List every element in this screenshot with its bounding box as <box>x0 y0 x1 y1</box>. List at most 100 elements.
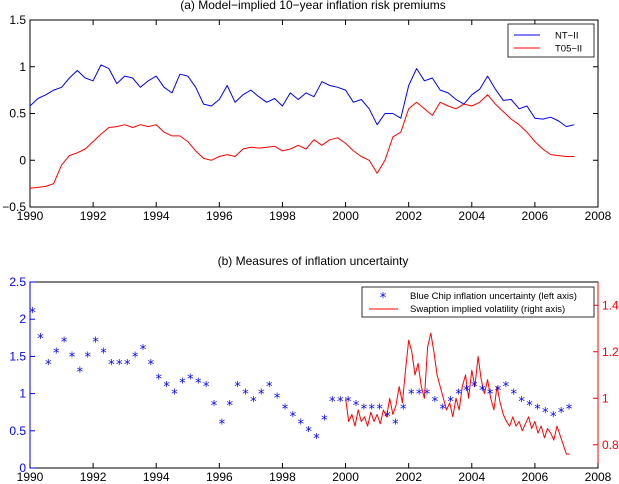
panel-a-legend-box <box>507 23 595 58</box>
scatter-point: * <box>550 410 557 425</box>
panel-b-title: (b) Measures of inflation uncertainty <box>218 254 409 268</box>
x-tick-label: 1996 <box>206 209 233 223</box>
scatter-point: * <box>368 402 375 417</box>
scatter-point: * <box>84 350 91 365</box>
panel-a: (a) Model−implied 10−year inflation risk… <box>2 0 611 223</box>
scatter-point: * <box>203 380 210 395</box>
panel-b-legend: * Blue Chip inflation uncertainty (left … <box>361 286 595 318</box>
scatter-point: * <box>495 384 502 399</box>
x-tick-label: 1996 <box>206 470 233 484</box>
panel-b-x-ticks: 1990 1992 1994 1996 1998 2000 2002 2004 2006 2008 <box>17 463 612 484</box>
right-y-tick-label: 0.8 <box>602 438 619 452</box>
scatter-point: * <box>432 395 439 410</box>
y-tick-label: 0.5 <box>9 107 26 121</box>
right-y-tick-label: 1.4 <box>602 298 619 312</box>
scatter-point: * <box>518 395 525 410</box>
scatter-point: * <box>100 347 107 362</box>
scatter-point: * <box>140 343 147 358</box>
x-tick-label: 1990 <box>17 209 44 223</box>
scatter-point: * <box>345 395 352 410</box>
scatter-point: * <box>329 395 336 410</box>
x-tick-label: 2008 <box>585 209 612 223</box>
scatter-point: * <box>510 388 517 403</box>
scatter-point: * <box>313 432 320 447</box>
scatter-point: * <box>226 399 233 414</box>
legend-label-nt-ii: NT−II <box>555 31 579 42</box>
scatter-point: * <box>29 306 36 321</box>
panel-a-legend: NT−II T05−II <box>507 23 595 58</box>
legend-label-t05-ii: T05−II <box>555 44 582 55</box>
x-tick-label: 2006 <box>522 470 549 484</box>
x-tick-label: 1994 <box>143 209 170 223</box>
panel-b-plot-area: *********** * * * *** * ** * * ***** * * * *** * * * *** *… <box>29 281 599 469</box>
scatter-point: * <box>282 402 289 417</box>
scatter-point: * <box>455 388 462 403</box>
scatter-point: * <box>179 376 186 391</box>
legend-marker-blue-chip: * <box>380 291 387 306</box>
scatter-point: * <box>400 402 407 417</box>
scatter-point: * <box>242 388 249 403</box>
right-y-tick-label: 1.2 <box>602 345 619 359</box>
y-tick-label: 2 <box>19 312 26 326</box>
scatter-point: * <box>305 425 312 440</box>
y-tick-label: 1 <box>19 60 26 74</box>
scatter-point: * <box>258 388 265 403</box>
x-tick-label: 1992 <box>80 209 107 223</box>
scatter-point: * <box>61 336 68 351</box>
scatter-point: * <box>447 395 454 410</box>
panel-b: (b) Measures of inflation uncertainty **… <box>9 254 619 484</box>
panel-b-right-y-ticks: 0.8 1 1.2 1.4 <box>593 298 619 452</box>
scatter-point: * <box>290 410 297 425</box>
panel-b-legend-box <box>361 286 595 318</box>
scatter-point: * <box>439 402 446 417</box>
x-tick-label: 1998 <box>269 470 296 484</box>
scatter-point: * <box>37 332 44 347</box>
series-line-swaption <box>345 332 570 455</box>
x-tick-label: 2004 <box>458 209 485 223</box>
legend-label-blue-chip: Blue Chip inflation uncertainty (left ax… <box>410 291 577 302</box>
scatter-point: * <box>337 395 344 410</box>
y-tick-label: 0 <box>19 461 26 475</box>
y-tick-label: 2.5 <box>9 275 26 289</box>
scatter-point: * <box>479 384 486 399</box>
scatter-point: * <box>361 402 368 417</box>
scatter-point: * <box>266 380 273 395</box>
y-tick-label: −0.5 <box>2 200 26 214</box>
scatter-point: * <box>424 388 431 403</box>
x-tick-label: 2008 <box>585 470 612 484</box>
panel-a-x-ticks: 1990 1992 1994 1996 1998 2000 2002 2004 2006 2008 <box>17 20 612 223</box>
scatter-point: * <box>124 358 131 373</box>
scatter-point: * <box>274 391 281 406</box>
scatter-point: * <box>92 336 99 351</box>
scatter-point: * <box>45 358 52 373</box>
scatter-point: * <box>487 388 494 403</box>
x-tick-label: 2006 <box>522 209 549 223</box>
scatter-point: * <box>471 380 478 395</box>
panel-a-y-ticks: −0.5 0 0.5 1 1.5 <box>2 13 598 214</box>
scatter-point: * <box>155 373 162 388</box>
scatter-point: * <box>148 358 155 373</box>
scatter-point: * <box>219 417 226 432</box>
right-y-tick-label: 1 <box>602 391 609 405</box>
scatter-point: * <box>526 399 533 414</box>
legend-label-swaption: Swaption implied volatility (right axis) <box>410 304 565 315</box>
panel-a-title: (a) Model−implied 10−year inflation risk… <box>180 0 445 12</box>
y-tick-label: 1.5 <box>9 13 26 27</box>
scatter-point: * <box>195 376 202 391</box>
series-line-t05-ii <box>29 94 575 189</box>
scatter-point: * <box>171 388 178 403</box>
scatter-point: * <box>211 399 218 414</box>
scatter-point: * <box>116 358 123 373</box>
x-tick-label: 2002 <box>395 209 422 223</box>
x-tick-label: 1998 <box>269 209 296 223</box>
x-tick-label: 1994 <box>143 470 170 484</box>
x-tick-label: 2002 <box>395 470 422 484</box>
scatter-point: * <box>392 417 399 432</box>
scatter-point: * <box>503 380 510 395</box>
x-tick-label: 1992 <box>80 470 107 484</box>
scatter-point: * <box>542 406 549 421</box>
scatter-point: * <box>163 380 170 395</box>
x-tick-label: 2004 <box>458 470 485 484</box>
y-tick-label: 0 <box>19 153 26 167</box>
